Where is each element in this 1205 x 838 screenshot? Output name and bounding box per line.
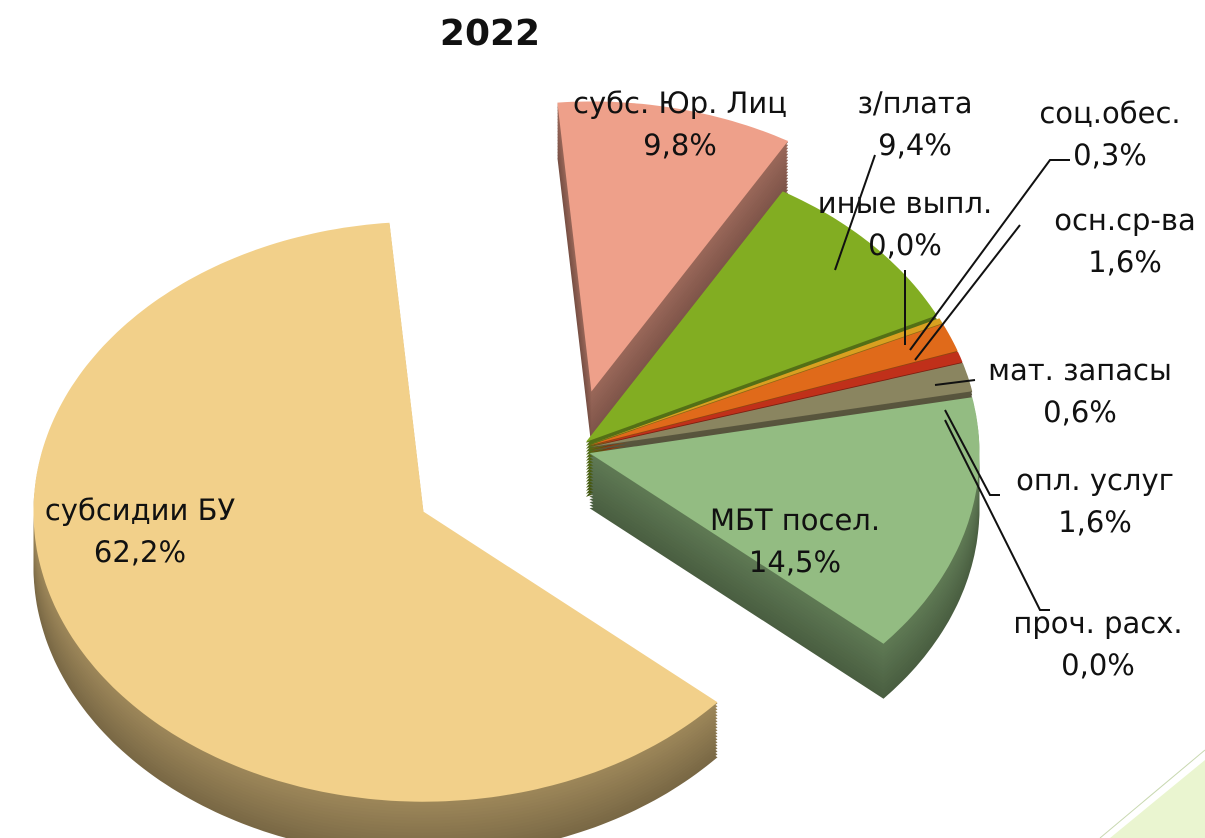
leader-line xyxy=(834,154,876,271)
slice xyxy=(557,101,789,392)
slice xyxy=(588,318,943,445)
leader-line xyxy=(914,224,1021,361)
slice-label: соц.обес. xyxy=(1039,96,1180,130)
slice-value-label: 0,0% xyxy=(868,228,942,262)
slice-value-label: 9,8% xyxy=(643,128,717,162)
slice-label: осн.ср-ва xyxy=(1054,203,1196,237)
decoration xyxy=(1110,760,1205,838)
slice-value-label: 0,0% xyxy=(1061,648,1135,682)
slice-label: опл. услуг xyxy=(1016,463,1174,497)
slice-value-label: 62,2% xyxy=(94,535,186,569)
slice-label: мат. запасы xyxy=(988,353,1172,387)
slice xyxy=(589,397,980,644)
slice xyxy=(586,191,937,442)
chart-title: 2022 xyxy=(440,13,540,54)
slice-value-label: 1,6% xyxy=(1088,245,1162,279)
slice xyxy=(589,351,963,447)
slice-label: субсидии БУ xyxy=(45,493,236,527)
slice-label: МБТ посел. xyxy=(710,503,880,537)
slice-value-label: 0,6% xyxy=(1043,395,1117,429)
slice-label: з/плата xyxy=(857,86,972,120)
slice xyxy=(589,362,973,448)
decoration xyxy=(1099,749,1205,838)
slice xyxy=(33,222,718,802)
slice-value-label: 14,5% xyxy=(749,545,841,579)
slice-value-label: 1,6% xyxy=(1058,505,1132,539)
slice-value-label: 0,3% xyxy=(1073,138,1147,172)
slice-value-label: 9,4% xyxy=(878,128,952,162)
leader-line xyxy=(934,379,976,386)
leader-line xyxy=(944,409,1000,496)
leader-line xyxy=(944,419,1050,611)
slice-label: проч. расх. xyxy=(1013,606,1182,640)
leader-line xyxy=(909,159,1070,351)
slice-label: иные выпл. xyxy=(818,186,992,220)
slice-label: субс. Юр. Лиц xyxy=(573,86,787,120)
slice xyxy=(588,323,958,446)
